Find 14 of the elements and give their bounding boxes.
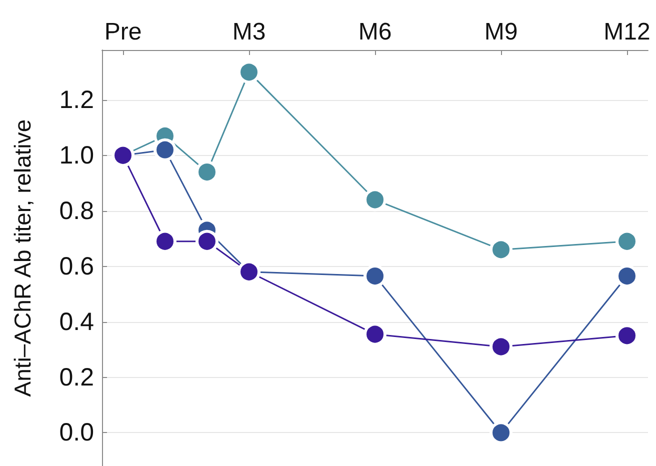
x-tick-label: Pre [104,18,142,46]
x-tick-label: M6 [358,18,392,46]
y-tick-label: 0.6 [59,252,94,280]
y-tick-label: 1.2 [59,86,94,114]
y-tick-label: 0.8 [59,196,94,225]
point [154,138,176,162]
x-tick-label: M12 [604,18,650,46]
y-tick-label: 0.0 [59,418,94,447]
y-tick-label: 1.0 [59,141,94,170]
x-tick-label: M3 [232,18,266,46]
y-tick-label: 0.4 [59,308,94,336]
x-tick-label: M9 [484,18,518,46]
y-axis-title: Anti–AChR Ab titer, relative [10,119,36,397]
y-tick-label: 0.2 [59,363,94,392]
